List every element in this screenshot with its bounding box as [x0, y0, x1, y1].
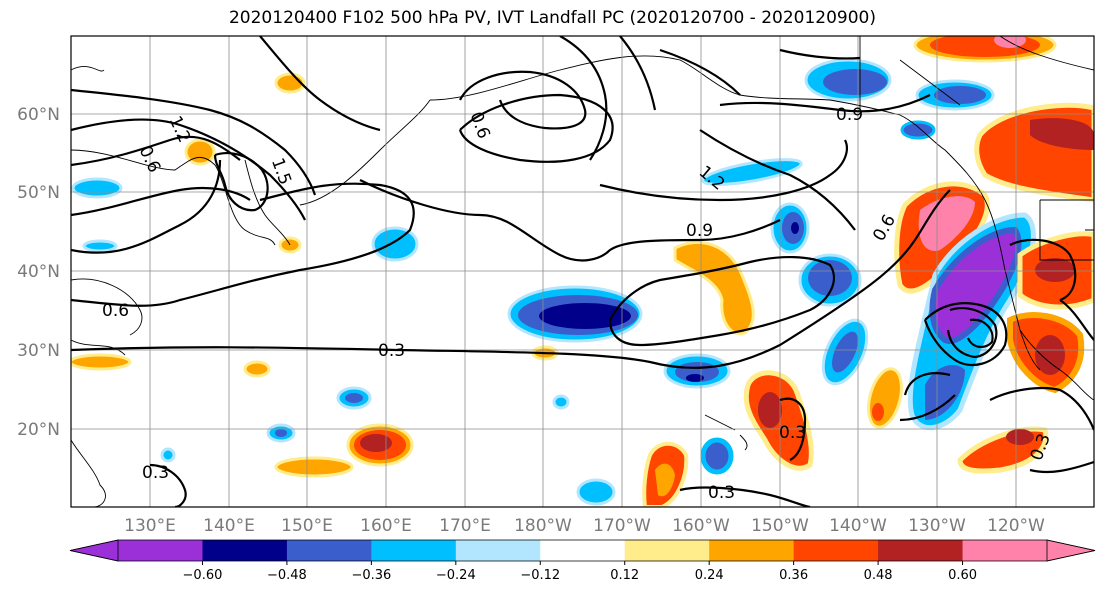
colorbar-swatch	[709, 540, 795, 561]
lon-label: 140°E	[203, 516, 255, 536]
colorbar: −0.60 −0.48 −0.36 −0.24 −0.12 0.12 0.24 0.36 0.4…	[69, 539, 1096, 583]
contour-label: 0.3	[708, 483, 735, 503]
colorbar-tick-label: 0.12	[610, 568, 639, 583]
colorbar-tick-label: 0.48	[864, 568, 893, 583]
lon-label: 120°W	[987, 516, 1045, 536]
colorbar-tick-label: −0.36	[351, 568, 391, 583]
lon-label: 130°W	[908, 516, 966, 536]
lon-label: 160°W	[672, 516, 730, 536]
lon-label: 160°E	[360, 516, 412, 536]
lon-label: 150°E	[281, 516, 333, 536]
colorbar-swatch	[286, 540, 372, 561]
lon-label: 150°W	[751, 516, 809, 536]
colorbar-tick-label: 0.24	[695, 568, 724, 583]
colorbar-swatch	[878, 540, 964, 561]
lon-label: 170°E	[439, 516, 491, 536]
colorbar-extend-left	[69, 539, 119, 562]
colorbar-tick-label: −0.12	[520, 568, 560, 583]
colorbar-swatch	[793, 540, 879, 561]
colorbar-swatch	[455, 540, 541, 561]
contour-label: 0.3	[142, 463, 169, 483]
lon-label: 130°E	[124, 516, 176, 536]
lat-label: 20°N	[17, 420, 60, 440]
colorbar-tick-label: −0.60	[183, 568, 223, 583]
colorbar-extend-right	[1046, 539, 1096, 562]
colorbar-tick-label: −0.24	[436, 568, 476, 583]
contour-label: 0.6	[135, 143, 165, 176]
lon-label: 170°W	[593, 516, 651, 536]
lon-label: 180°W	[514, 516, 572, 536]
colorbar-swatch	[118, 540, 203, 561]
lon-label: 140°W	[829, 516, 887, 536]
map-frame	[70, 35, 1095, 508]
contour-label: 0.9	[836, 105, 863, 125]
colorbar-swatch	[540, 540, 626, 561]
colorbar-swatch	[624, 540, 710, 561]
coastlines	[71, 36, 1094, 507]
longitude-labels: 130°E 140°E 150°E 160°E 170°E 180°W 170°…	[124, 516, 1045, 536]
contour-label: 0.9	[686, 221, 713, 241]
gridlines	[71, 36, 1094, 507]
shaded-field	[71, 36, 1094, 507]
contour-label: 0.3	[378, 341, 405, 361]
colorbar-swatch	[202, 540, 288, 561]
lat-label: 40°N	[17, 262, 60, 282]
contour-label: 0.6	[102, 301, 129, 321]
lat-label: 50°N	[17, 183, 60, 203]
colorbar-tick-label: 0.36	[779, 568, 808, 583]
latitude-labels: 60°N 50°N 40°N 30°N 20°N	[17, 105, 60, 440]
contour-label: 0.3	[779, 423, 806, 443]
colorbar-swatch	[962, 540, 1048, 561]
colorbar-swatch	[371, 540, 457, 561]
contour-label: 1.5	[267, 155, 295, 187]
lat-label: 60°N	[17, 105, 60, 125]
colorbar-outline	[69, 539, 1096, 562]
map-title: 2020120400 F102 500 hPa PV, IVT Landfall…	[228, 8, 876, 28]
colorbar-tick-label: −0.48	[267, 568, 307, 583]
lat-label: 30°N	[17, 341, 60, 361]
colorbar-tick-label: 0.60	[948, 568, 977, 583]
contour-label: 1.2	[695, 162, 729, 195]
pv-contours	[71, 36, 1094, 507]
